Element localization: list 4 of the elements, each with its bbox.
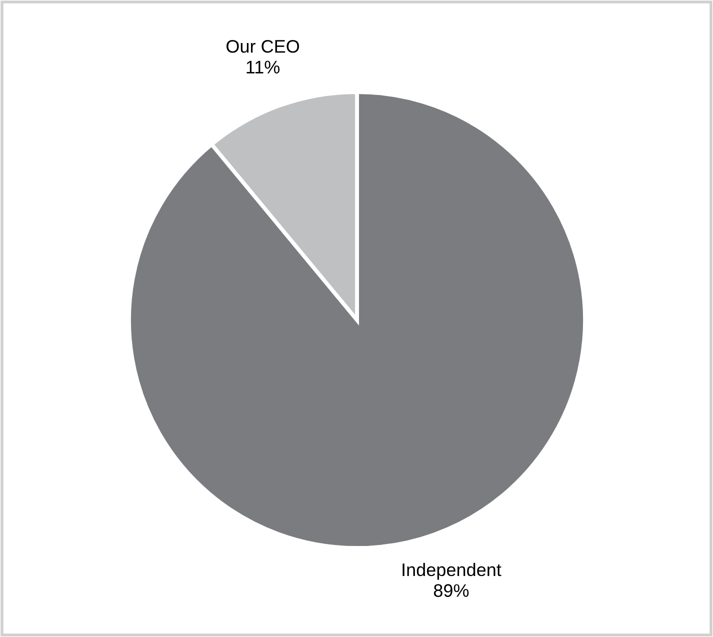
slice-label: Our CEO: [226, 40, 300, 53]
slice-label: Independent: [402, 562, 502, 580]
data-label: 89%: [434, 584, 469, 597]
data-label: 11%: [246, 60, 280, 74]
